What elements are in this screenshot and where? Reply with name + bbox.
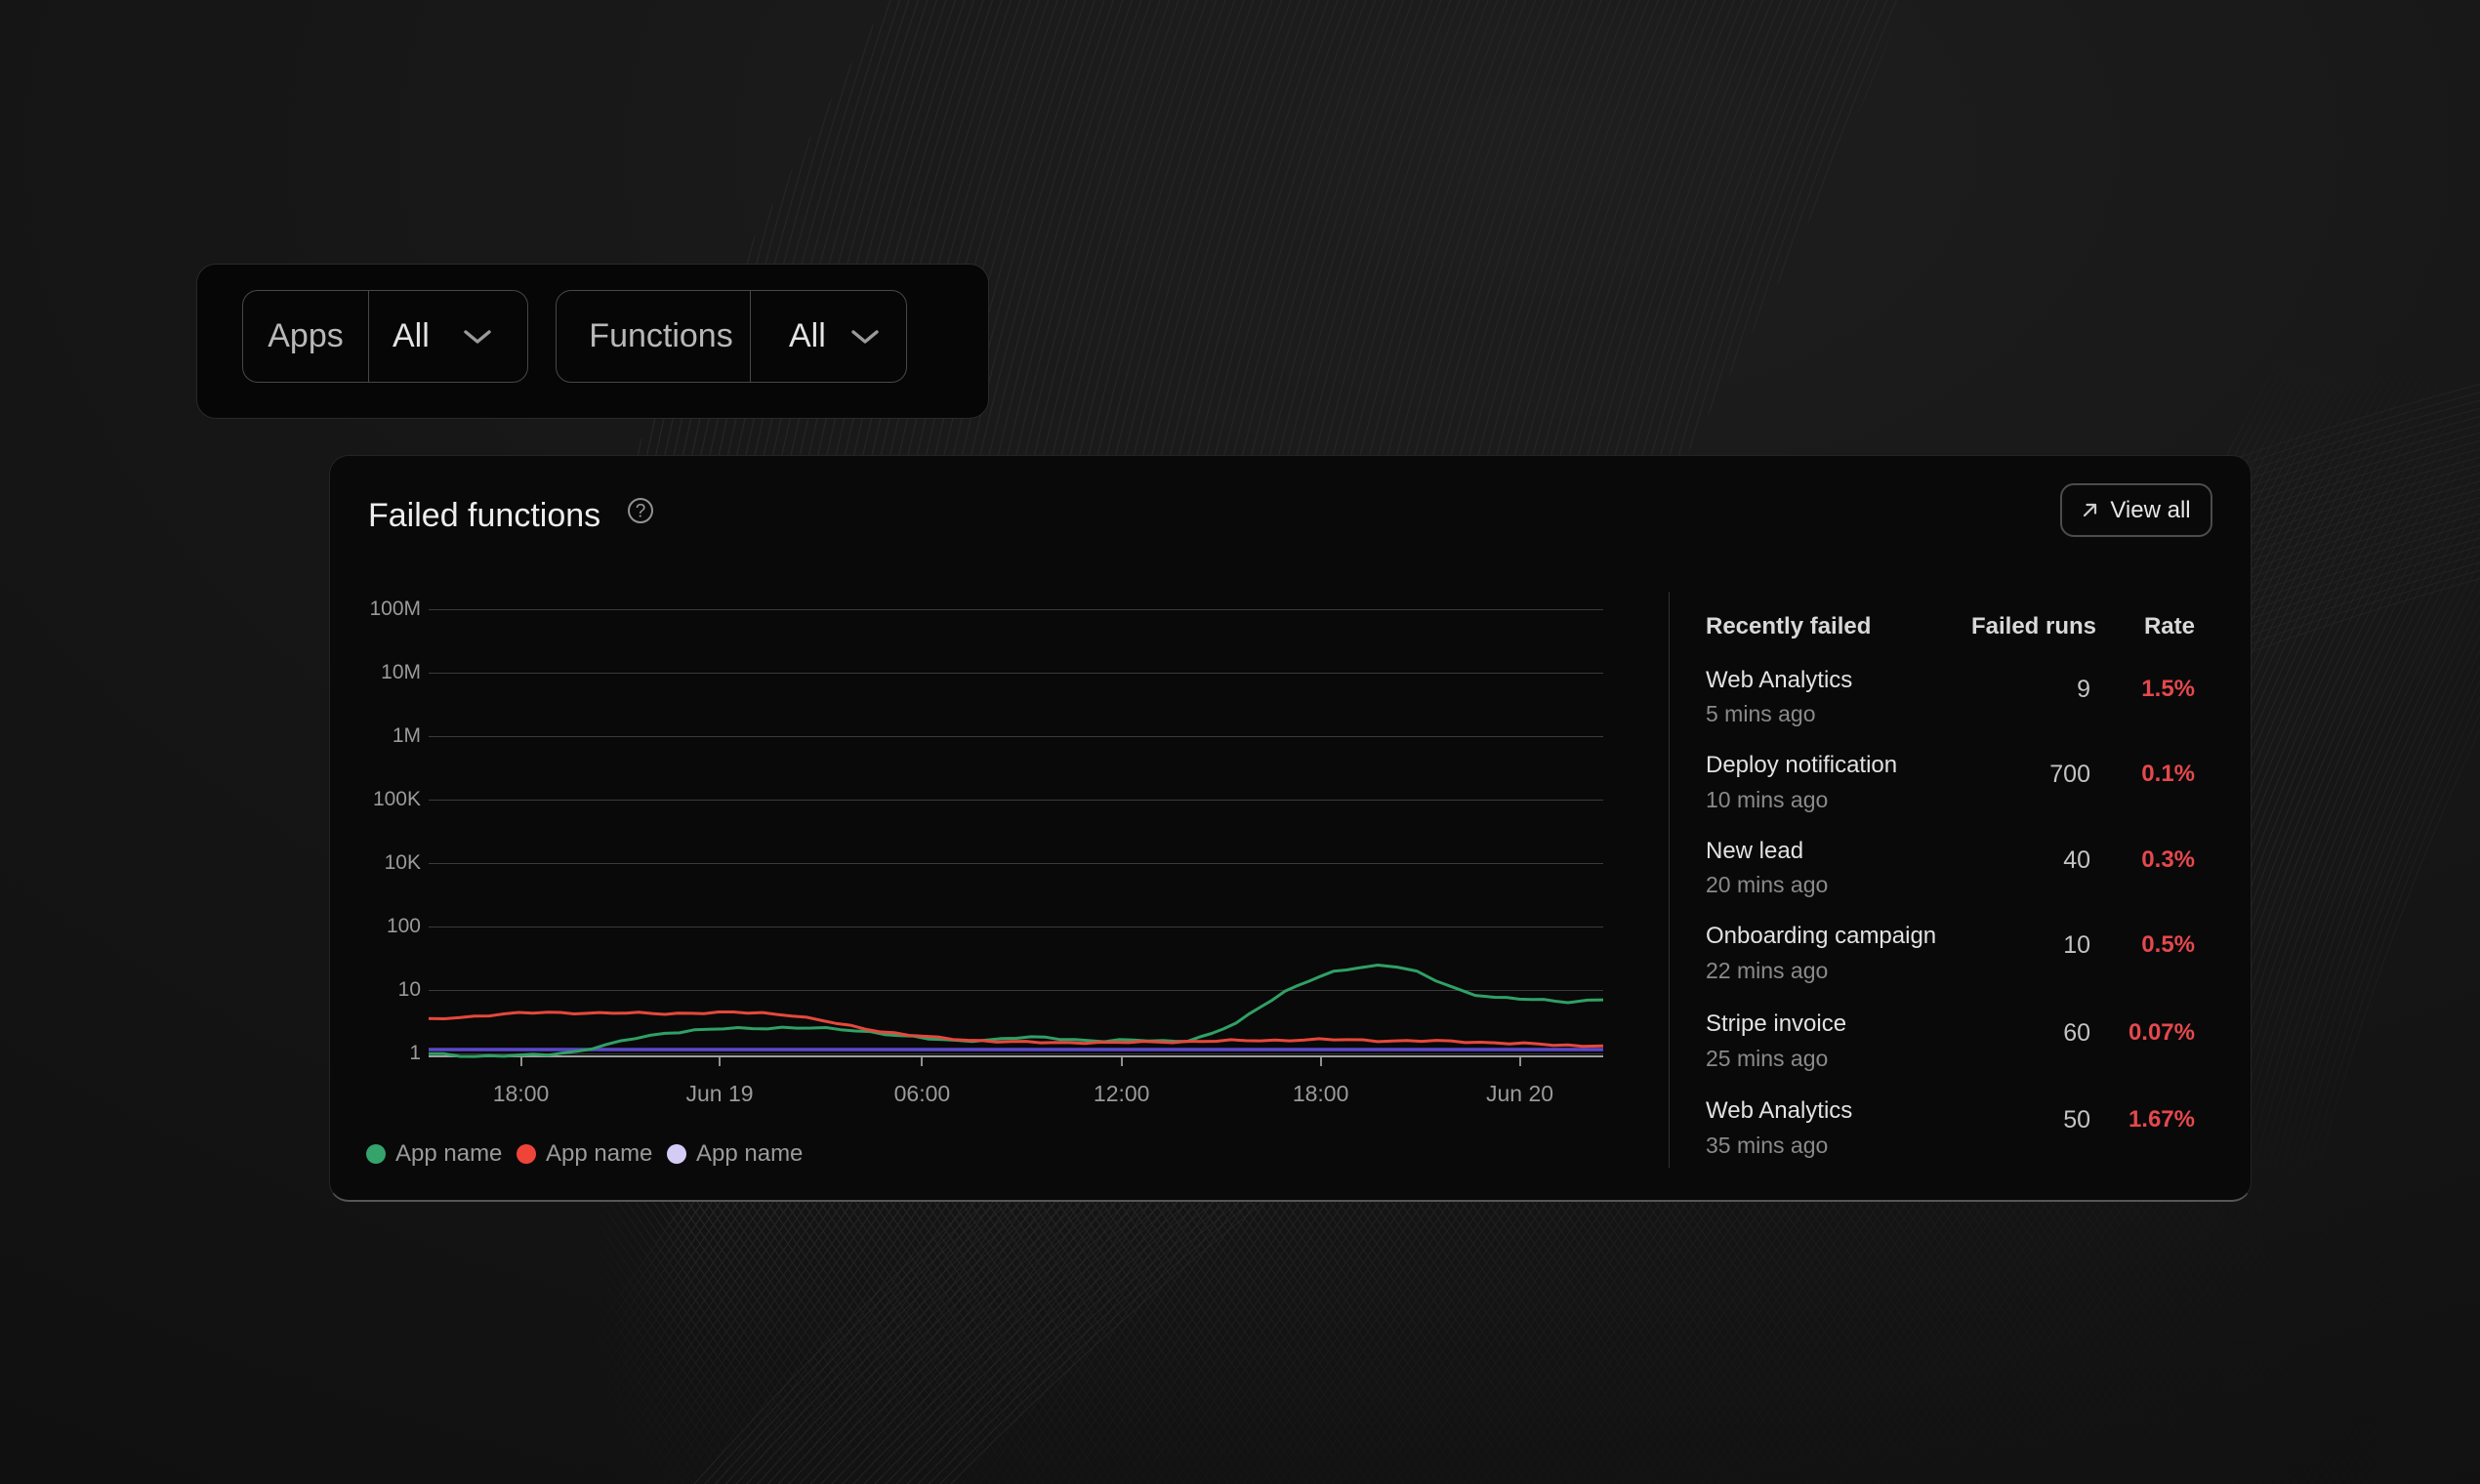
svg-text:?: ? — [636, 502, 646, 522]
